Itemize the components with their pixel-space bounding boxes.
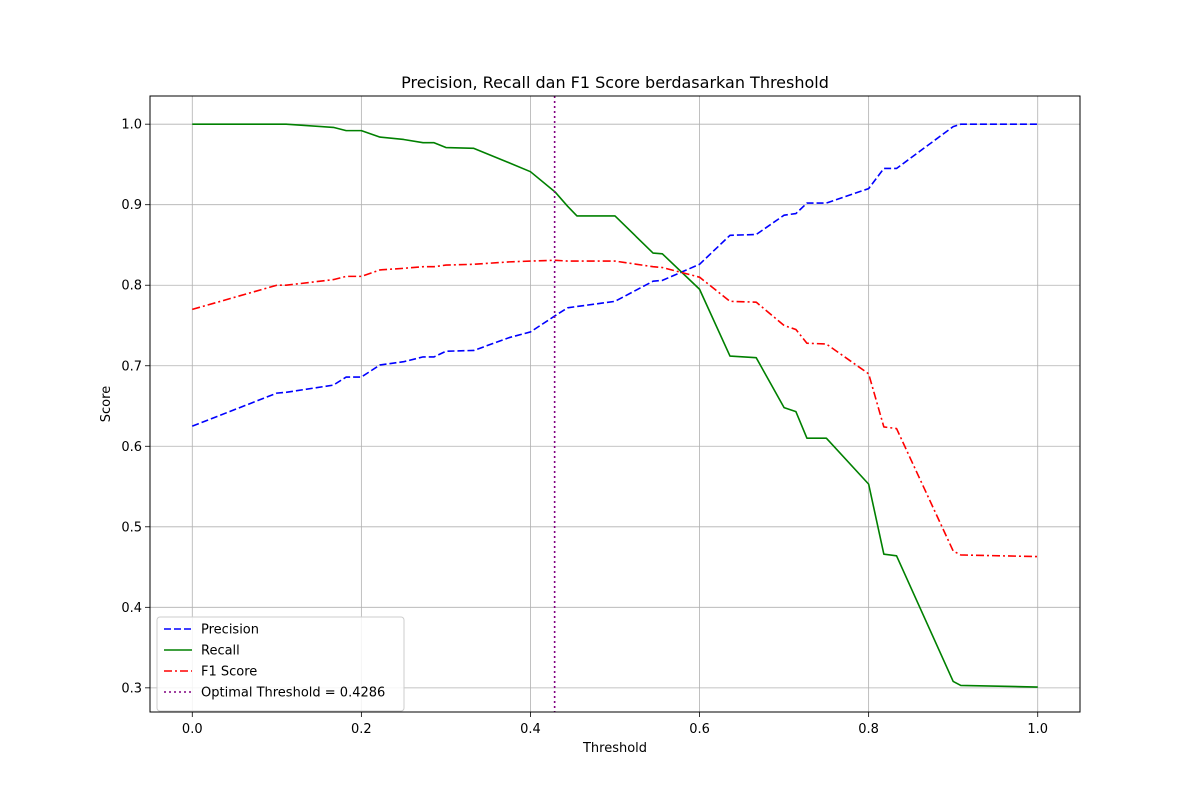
x-axis-label: Threshold <box>582 741 647 756</box>
x-tick-label: 1.0 <box>1027 722 1048 737</box>
legend-box <box>156 616 405 712</box>
plot-frame <box>149 95 1081 713</box>
x-tick-label: 0.8 <box>858 722 879 737</box>
legend-label-optimal-threshold-0-4286: Optimal Threshold = 0.4286 <box>201 686 385 701</box>
series-line-precision <box>191 123 1038 427</box>
axis-ticks: 0.0 0.2 0.4 0.6 0.8 1.0 0.3 0.4 0.5 0.6 0.7 0.8 0.9 1… <box>121 118 1048 737</box>
grid <box>150 96 1080 712</box>
x-tick-label: 0.2 <box>351 722 372 737</box>
legend: Precision Recall F1 Score Optimal Threshold… <box>156 616 405 712</box>
x-tick-label: 0.6 <box>689 722 710 737</box>
y-tick-label: 0.5 <box>121 520 142 535</box>
legend-label-precision: Precision <box>201 623 259 638</box>
y-tick-label: 0.7 <box>121 359 142 374</box>
chart-title: Precision, Recall dan F1 Score berdasark… <box>401 73 829 92</box>
x-tick-label: 0.4 <box>520 722 541 737</box>
legend-label-recall: Recall <box>201 644 240 659</box>
y-tick-label: 0.9 <box>121 198 142 213</box>
series-line-f1-score <box>192 259 1038 558</box>
legend-label-f1-score: F1 Score <box>201 665 257 680</box>
series-line-recall <box>192 123 1038 688</box>
y-tick-label: 0.4 <box>121 601 142 616</box>
x-tick-label: 0.0 <box>182 722 203 737</box>
y-tick-label: 0.8 <box>121 279 142 294</box>
y-tick-label: 0.3 <box>121 681 142 696</box>
y-tick-label: 1.0 <box>121 118 142 133</box>
plot-area <box>191 96 1038 712</box>
y-tick-label: 0.6 <box>121 440 142 455</box>
y-axis-label: Score <box>99 386 114 422</box>
